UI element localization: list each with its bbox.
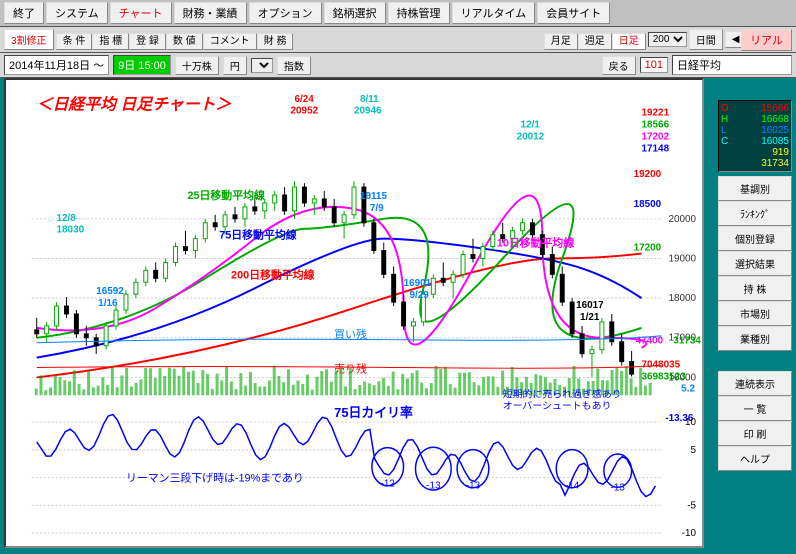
menu-6[interactable]: 持株管理: [388, 2, 450, 24]
svg-text:＜日経平均 日足チャート＞: ＜日経平均 日足チャート＞: [37, 96, 233, 114]
svg-text:16592: 16592: [96, 286, 124, 297]
svg-text:20952: 20952: [291, 106, 319, 117]
date-from[interactable]: 2014年11月18日 ～: [4, 55, 109, 75]
svg-text:17200: 17200: [634, 243, 662, 254]
svg-text:10: 10: [685, 417, 697, 428]
menu-7[interactable]: リアルタイム: [452, 2, 536, 24]
svg-text:200日移動平均線: 200日移動平均線: [231, 267, 315, 281]
side-8[interactable]: 一 覧: [718, 396, 792, 421]
svg-text:6/24: 6/24: [295, 94, 315, 105]
svg-text:オーバーシュートもあり: オーバーシュートもあり: [503, 400, 612, 412]
menu-1[interactable]: システム: [46, 2, 108, 24]
side-9[interactable]: 印 刷: [718, 421, 792, 446]
svg-text:-13: -13: [466, 480, 481, 491]
side-0[interactable]: 基調別: [718, 176, 792, 201]
svg-text:17202: 17202: [642, 131, 670, 142]
svg-text:5: 5: [691, 445, 697, 456]
tool-2[interactable]: 登 録: [129, 33, 166, 50]
svg-text:36983523: 36983523: [642, 371, 687, 382]
svg-text:買い残: 買い残: [334, 327, 367, 341]
svg-text:-13: -13: [426, 480, 441, 491]
svg-text:75日移動平均線: 75日移動平均線: [219, 228, 297, 242]
svg-text:-13: -13: [611, 482, 626, 493]
top-menu: 終了システムチャート財務・業績オプション銘柄選択持株管理リアルタイム会員サイト: [0, 0, 796, 27]
svg-text:-14: -14: [565, 480, 580, 491]
svg-text:短期的に売られ過ぎ感あり: 短期的に売られ過ぎ感あり: [503, 387, 622, 400]
svg-text:31734: 31734: [673, 336, 701, 347]
svg-text:12/8: 12/8: [57, 213, 77, 224]
quote-box: O16666H16668L16025C1608591931734: [718, 100, 792, 172]
chart-area: 16000170001800019000200001215/1234567891…: [4, 78, 704, 548]
period-2[interactable]: 日足: [612, 33, 646, 50]
svg-text:8/11: 8/11: [360, 94, 379, 105]
svg-text:19200: 19200: [634, 169, 662, 180]
adjust-label[interactable]: 3割修正: [4, 29, 54, 50]
tool-4[interactable]: コメント: [203, 33, 257, 50]
volume-unit[interactable]: 十万株: [175, 56, 219, 75]
tool-5[interactable]: 財 務: [257, 33, 294, 50]
currency[interactable]: 円: [223, 56, 247, 75]
svg-text:1/16: 1/16: [98, 298, 118, 309]
svg-text:20000: 20000: [669, 214, 697, 225]
svg-text:18566: 18566: [642, 120, 670, 131]
svg-text:-10: -10: [682, 528, 697, 539]
svg-text:リーマン三段下げ時は-19%まであり: リーマン三段下げ時は-19%まであり: [126, 471, 304, 485]
svg-text:75日カイリ率: 75日カイリ率: [334, 405, 413, 420]
svg-text:19000: 19000: [669, 253, 697, 264]
tool-0[interactable]: 条 件: [56, 33, 93, 50]
date-bar: 2014年11月18日 ～ 9日 15:00 十万株 円 指数 戻る 101 日…: [0, 53, 796, 78]
sidebar: O16666H16668L16025C1608591931734 基調別ﾗﾝｷﾝ…: [718, 100, 792, 471]
side-1[interactable]: ﾗﾝｷﾝｸﾞ: [718, 201, 792, 226]
svg-text:5.2: 5.2: [681, 383, 695, 394]
side-5[interactable]: 市場別: [718, 301, 792, 326]
svg-text:7048035: 7048035: [642, 360, 681, 371]
menu-2[interactable]: チャート: [110, 2, 172, 24]
svg-text:16901: 16901: [404, 278, 432, 289]
period-0[interactable]: 月足: [544, 33, 578, 50]
svg-text:20946: 20946: [354, 106, 382, 117]
svg-text:18000: 18000: [669, 293, 697, 304]
svg-text:18030: 18030: [57, 225, 85, 236]
count-select[interactable]: 200: [648, 32, 687, 47]
menu-3[interactable]: 財務・業績: [174, 2, 247, 24]
svg-text:7/9: 7/9: [370, 203, 384, 214]
count-unit: 日間: [689, 29, 723, 50]
side-2[interactable]: 個別登録: [718, 226, 792, 251]
svg-text:12/1: 12/1: [521, 120, 541, 131]
svg-text:18500: 18500: [634, 199, 662, 210]
back-button[interactable]: 戻る: [602, 56, 636, 75]
side-7[interactable]: 連続表示: [718, 371, 792, 396]
toolbar: 3割修正 条 件指 標登 録数 値コメント財 務 月足週足日足 200 日間 ◀…: [0, 27, 796, 53]
svg-text:16017: 16017: [576, 300, 604, 311]
stock-name: 日経平均: [672, 55, 792, 75]
svg-text:9/29: 9/29: [410, 290, 430, 301]
menu-8[interactable]: 会員サイト: [537, 2, 610, 24]
svg-text:17148: 17148: [642, 143, 670, 154]
menu-4[interactable]: オプション: [249, 2, 322, 24]
svg-text:25日移動平均線: 25日移動平均線: [187, 188, 265, 202]
svg-text:19115: 19115: [360, 191, 387, 202]
side-3[interactable]: 選択結果: [718, 251, 792, 276]
currency-select[interactable]: [251, 58, 273, 73]
side-4[interactable]: 持 株: [718, 276, 792, 301]
svg-text:-12: -12: [381, 479, 396, 490]
tool-1[interactable]: 指 標: [92, 33, 129, 50]
side-6[interactable]: 業種別: [718, 326, 792, 351]
side-10[interactable]: ヘルプ: [718, 446, 792, 471]
svg-text:19221: 19221: [642, 108, 670, 119]
tool-3[interactable]: 数 値: [166, 33, 203, 50]
realtime-button[interactable]: リアル: [741, 29, 792, 51]
period-1[interactable]: 週足: [578, 33, 612, 50]
mode[interactable]: 指数: [277, 56, 311, 75]
svg-text:-5: -5: [687, 500, 696, 511]
svg-text:20012: 20012: [517, 131, 545, 142]
svg-text:10日移動平均線: 10日移動平均線: [497, 236, 575, 250]
stock-code[interactable]: 101: [640, 57, 668, 73]
menu-0[interactable]: 終了: [4, 2, 44, 24]
menu-5[interactable]: 銘柄選択: [324, 2, 386, 24]
svg-text:1/21: 1/21: [580, 312, 600, 323]
date-current: 9日 15:00: [113, 55, 171, 75]
